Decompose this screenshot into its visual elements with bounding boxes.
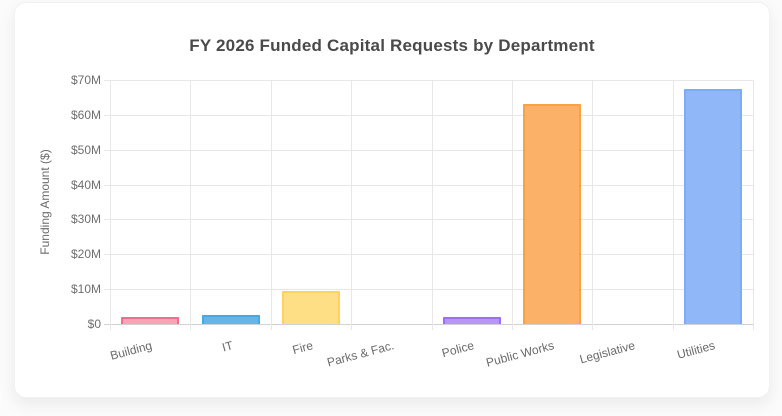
y-tick-label: $10M	[70, 282, 101, 297]
y-tick-label: $40M	[70, 177, 101, 192]
y-gridline-$20M	[104, 254, 753, 256]
y-tick-label: $60M	[70, 107, 101, 122]
y-gridline-$0	[104, 324, 753, 325]
bar-utilities[interactable]	[684, 89, 742, 324]
y-tick-label: $20M	[70, 247, 101, 262]
plot-area: $0 $10M $20M $30M $40M $50M $60M $70M Building IT…	[15, 3, 769, 397]
x-label-public-works: Public Works	[484, 338, 556, 370]
bar-public-works[interactable]	[523, 104, 581, 324]
y-gridline-$70M	[104, 80, 753, 81]
x-label-police: Police	[440, 338, 476, 361]
bar-building[interactable]	[121, 317, 179, 324]
x-gridline	[190, 80, 192, 330]
x-gridline	[753, 80, 754, 330]
x-gridline	[431, 80, 433, 330]
y-gridline-$50M	[104, 149, 753, 151]
y-gridline-$40M	[104, 184, 753, 186]
x-gridline	[351, 80, 353, 330]
bar-police[interactable]	[443, 317, 501, 324]
x-gridline	[672, 80, 674, 330]
y-gridline-$30M	[104, 219, 753, 221]
x-gridline	[511, 80, 513, 330]
x-gridline	[270, 80, 272, 330]
bar-it[interactable]	[202, 315, 260, 324]
y-tick-label: $30M	[70, 212, 101, 227]
y-tick-label: $70M	[70, 73, 101, 87]
x-label-building: Building	[109, 338, 154, 363]
x-gridline	[592, 80, 594, 330]
x-label-parks-fac: Parks & Fac.	[325, 338, 396, 370]
x-label-utilities: Utilities	[675, 338, 717, 362]
y-gridline-$60M	[104, 114, 753, 116]
bar-fire[interactable]	[282, 291, 340, 324]
x-label-it: IT	[220, 338, 235, 355]
x-label-legislative: Legislative	[577, 338, 637, 367]
x-label-fire: Fire	[291, 338, 315, 358]
chart-title: FY 2026 Funded Capital Requests by Depar…	[189, 36, 595, 55]
y-axis-line	[110, 80, 111, 330]
y-tick-label: $50M	[70, 142, 101, 157]
y-tick-label: $0	[87, 317, 101, 331]
chart-card: FY 2026 Funded Capital Requests by Depar…	[14, 2, 770, 398]
y-gridline-$10M	[104, 289, 753, 291]
